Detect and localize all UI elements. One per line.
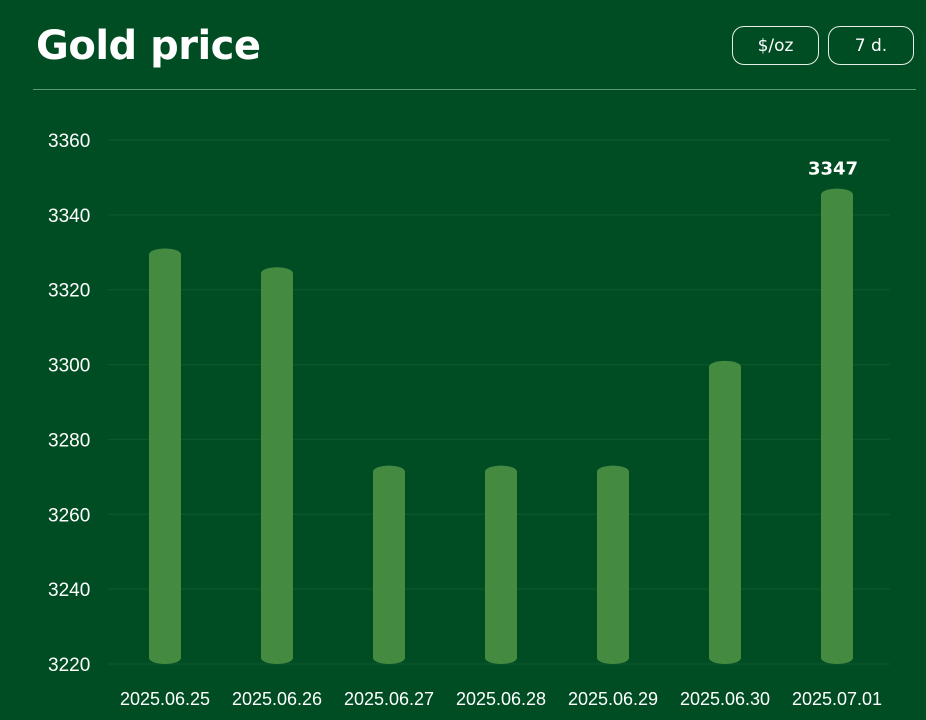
bar[interactable] bbox=[597, 465, 629, 664]
data-label: 3347 bbox=[808, 159, 858, 180]
y-tick-label: 3220 bbox=[48, 655, 90, 676]
bar[interactable] bbox=[485, 465, 517, 664]
y-tick-label: 3340 bbox=[48, 206, 90, 227]
x-tick-label: 2025.06.25 bbox=[120, 689, 210, 709]
header-divider bbox=[33, 89, 916, 90]
y-tick-label: 3360 bbox=[48, 131, 90, 152]
chart-header: Gold price $/oz 7 d. bbox=[0, 0, 926, 90]
range-selector-button[interactable]: 7 d. bbox=[828, 26, 914, 65]
chart-controls: $/oz 7 d. bbox=[732, 26, 914, 65]
bar[interactable] bbox=[261, 267, 293, 664]
bar[interactable] bbox=[373, 465, 405, 664]
bar[interactable] bbox=[821, 188, 853, 664]
chart-title: Gold price bbox=[36, 23, 261, 69]
y-tick-label: 3260 bbox=[48, 505, 90, 526]
bar[interactable] bbox=[709, 360, 741, 664]
x-tick-label: 2025.07.01 bbox=[792, 689, 882, 709]
x-tick-label: 2025.06.28 bbox=[456, 689, 546, 709]
unit-selector-button[interactable]: $/oz bbox=[732, 26, 819, 65]
x-tick-label: 2025.06.30 bbox=[680, 689, 770, 709]
x-tick-label: 2025.06.27 bbox=[344, 689, 434, 709]
y-tick-label: 3240 bbox=[48, 580, 90, 601]
y-tick-label: 3280 bbox=[48, 430, 90, 451]
bar[interactable] bbox=[149, 248, 181, 665]
y-tick-label: 3320 bbox=[48, 281, 90, 302]
x-tick-label: 2025.06.29 bbox=[568, 689, 658, 709]
x-tick-label: 2025.06.26 bbox=[232, 689, 322, 709]
y-tick-label: 3300 bbox=[48, 356, 90, 377]
